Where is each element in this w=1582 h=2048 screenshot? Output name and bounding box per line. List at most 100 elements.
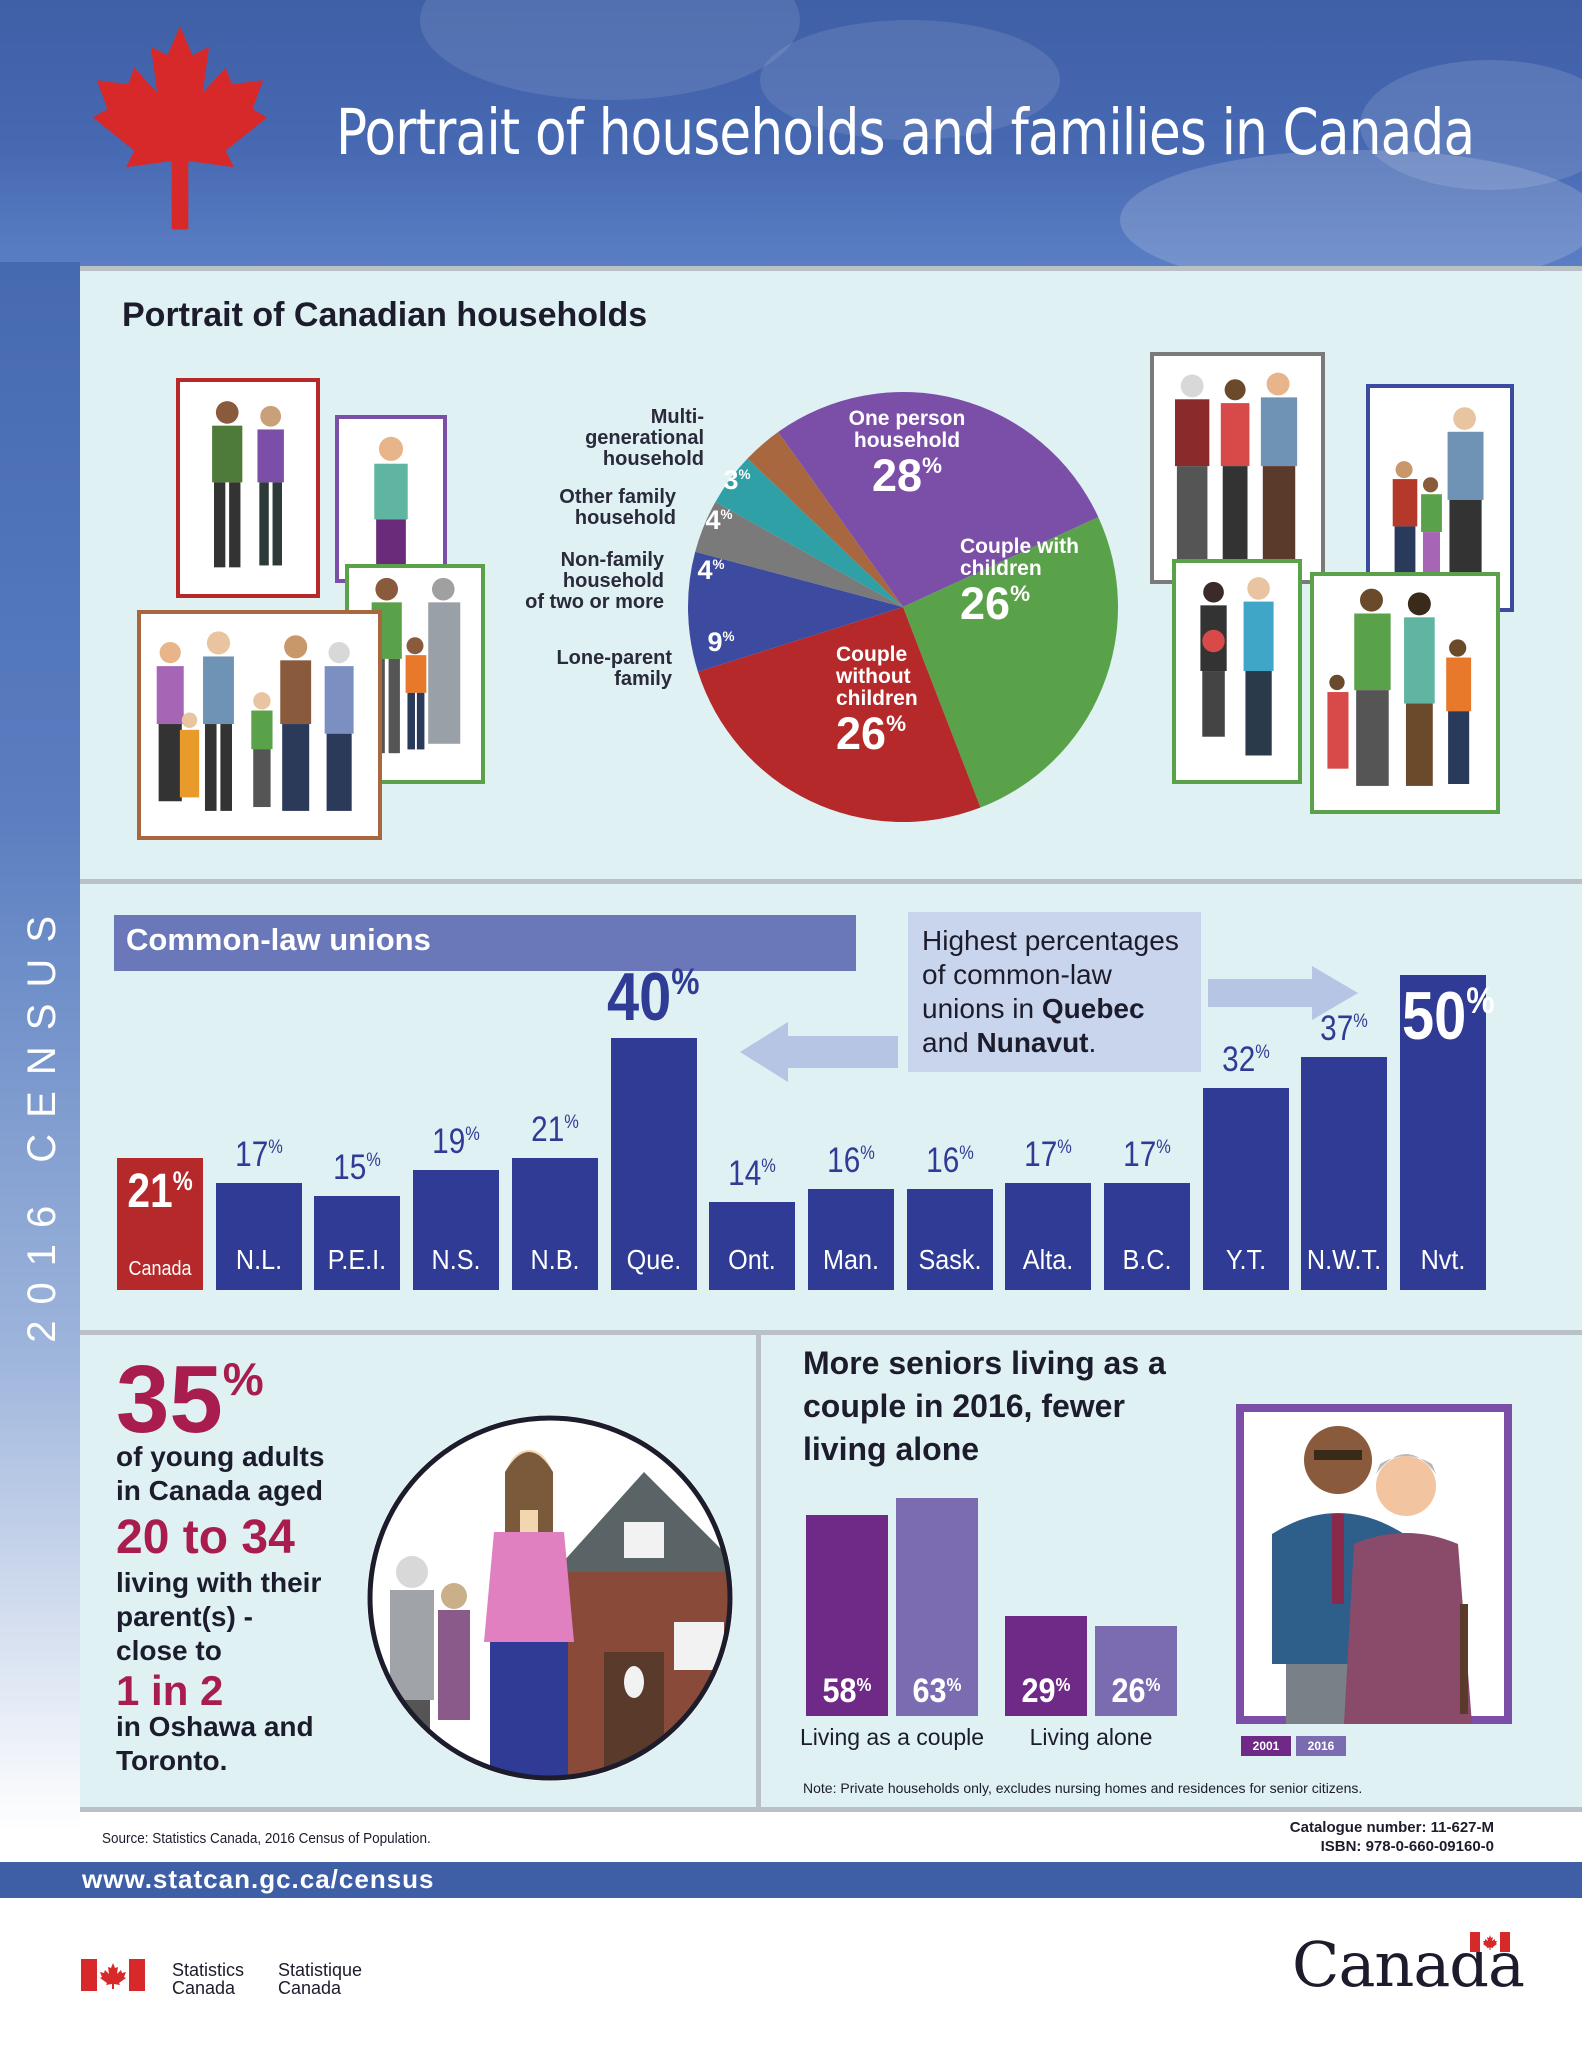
- bar-label: Ont.: [728, 1244, 776, 1275]
- divider: [80, 1330, 1582, 1335]
- bar-nb: [511, 1157, 598, 1290]
- bar-label: Man.: [822, 1244, 879, 1275]
- pie-slice-couple-with-children: [903, 517, 1118, 808]
- cloud-decoration: [420, 0, 800, 100]
- legend-2016: 2016: [1296, 1736, 1346, 1756]
- cloud-decoration: [760, 20, 1060, 140]
- census-url-link[interactable]: www.statcan.gc.ca/census: [82, 1864, 435, 1894]
- bar-ont: [709, 1201, 796, 1290]
- bar-value: 17%: [1123, 1134, 1171, 1174]
- pie-slice-multi-generational-household: [747, 432, 903, 607]
- slice-unit: %: [722, 629, 735, 644]
- label-line: Non-family: [560, 549, 664, 571]
- pie-slice-one-person-household: [778, 392, 1099, 607]
- young-adults-percent: 35%: [116, 1352, 264, 1448]
- pie-slice-lone-parent: 9%: [696, 628, 746, 656]
- pie-slice-couple-with-children: Couple with children 26%: [960, 535, 1100, 627]
- bar-nvt: [1400, 975, 1487, 1290]
- bar-label: N.L.: [235, 1244, 282, 1275]
- bar-label: Sask.: [918, 1244, 982, 1275]
- common-law-title-bar: [114, 915, 856, 971]
- slice-unit: %: [720, 507, 733, 522]
- bar-alta: [1005, 1182, 1092, 1290]
- bar-label: B.C.: [1122, 1244, 1172, 1275]
- header-banner: Portrait of households and families in C…: [0, 0, 1582, 270]
- bar-sask: [906, 1189, 993, 1290]
- slice-value: 28: [871, 450, 923, 502]
- cloud-decoration: [1360, 60, 1582, 190]
- callout-text: .: [1088, 1027, 1097, 1058]
- percent-sign: %: [222, 1353, 264, 1405]
- bar-label: Alta.: [1023, 1244, 1074, 1275]
- bar-value: 14%: [728, 1153, 777, 1193]
- pie-label-multi-generational: Multi- generational household: [540, 407, 704, 470]
- bar-value: 15%: [333, 1147, 382, 1187]
- label-line: household: [574, 507, 676, 529]
- young-adults-text-1: of young adults in Canada aged: [116, 1440, 324, 1508]
- pie-slice-one-person: One person household 28%: [822, 407, 992, 502]
- agency-line: Canada: [172, 1978, 236, 1998]
- common-law-callout: Highest percentages of common-law unions…: [908, 912, 1201, 1072]
- common-law-title: Common-law unions: [126, 922, 431, 957]
- arrow-left-icon: [740, 1022, 898, 1082]
- senior-bar-2016: [896, 1498, 978, 1716]
- bar-label: N.W.T.: [1307, 1244, 1382, 1275]
- agency-line: Statistique: [278, 1960, 363, 1980]
- agency-line: Canada: [278, 1978, 342, 1998]
- pie-slice-non-family-household-of-two-or-more: [695, 501, 903, 607]
- bar-value: 50%: [1402, 978, 1495, 1054]
- callout-text: and: [922, 1027, 977, 1058]
- text-line: of young adults: [116, 1441, 325, 1472]
- catalogue-info: Catalogue number: 11-627-M ISBN: 978-0-6…: [1290, 1818, 1494, 1856]
- slice-value: 9: [707, 627, 723, 657]
- bar-canada: [117, 1157, 203, 1290]
- census-vertical-label: 2016 CENSUS: [20, 280, 64, 1343]
- url-bar: [0, 1862, 1582, 1898]
- bar-label: Y.T.: [1225, 1244, 1266, 1275]
- bar-bc: [1104, 1182, 1190, 1290]
- callout-line: of common-law: [922, 959, 1112, 990]
- young-adults-text-3: in Oshawa and Toronto.: [116, 1710, 314, 1778]
- agency-name-fr: Statistique Canada: [278, 1961, 362, 1997]
- pie-slice-other-family: 4%: [694, 506, 744, 534]
- text-line: Toronto.: [116, 1745, 228, 1776]
- senior-bar-value: 29%: [1021, 1672, 1071, 1710]
- agency-name-en: Statistics Canada: [172, 1961, 244, 1997]
- label-line: Multi-: [650, 406, 704, 428]
- senior-bar-value: 58%: [822, 1672, 872, 1710]
- legend-2001: 2001: [1241, 1736, 1291, 1756]
- slice-label: children: [836, 687, 918, 711]
- slice-label: One person: [848, 407, 966, 430]
- slice-label: Couple: [836, 643, 908, 666]
- bar-label: N.S.: [431, 1244, 481, 1275]
- bar-nl: [215, 1182, 302, 1290]
- bar-value: 40%: [606, 959, 700, 1035]
- wordmark-flag-icon: [1470, 1932, 1510, 1952]
- arrow-right-icon: [1208, 966, 1358, 1020]
- slice-label: without: [836, 665, 911, 689]
- page-title: Portrait of households and families in C…: [336, 96, 1475, 169]
- family-four-photo: [1310, 572, 1500, 814]
- bar-label: Canada: [128, 1258, 192, 1280]
- source-text: Source: Statistics Canada, 2016 Census o…: [102, 1830, 431, 1847]
- label-line: household: [602, 448, 704, 470]
- pie-label-other-family: Other family household: [500, 487, 676, 529]
- slice-unit: %: [886, 711, 907, 737]
- senior-bar-value: 26%: [1111, 1672, 1161, 1710]
- label-line: Other family: [559, 486, 676, 508]
- text-line: in Canada aged: [116, 1475, 323, 1506]
- extended-family-photo: [1150, 352, 1325, 584]
- callout-line: Highest percentages: [922, 925, 1179, 956]
- bar-value: 21%: [127, 1164, 193, 1218]
- slice-value: 4: [705, 505, 721, 535]
- couple-photo: [176, 378, 320, 598]
- isbn: ISBN: 978-0-660-09160-0: [1320, 1838, 1494, 1855]
- multigen-family-photo: [137, 610, 382, 840]
- bar-value: 16%: [925, 1141, 974, 1181]
- pie-slice-couple-without-children: Couple without children 26%: [836, 643, 956, 757]
- young-adults-ratio: 1 in 2: [116, 1667, 224, 1714]
- bar-value: 17%: [1024, 1134, 1073, 1174]
- bar-label: Nvt.: [1420, 1244, 1466, 1275]
- text-line: close to: [116, 1635, 222, 1666]
- bar-pei: [314, 1195, 401, 1290]
